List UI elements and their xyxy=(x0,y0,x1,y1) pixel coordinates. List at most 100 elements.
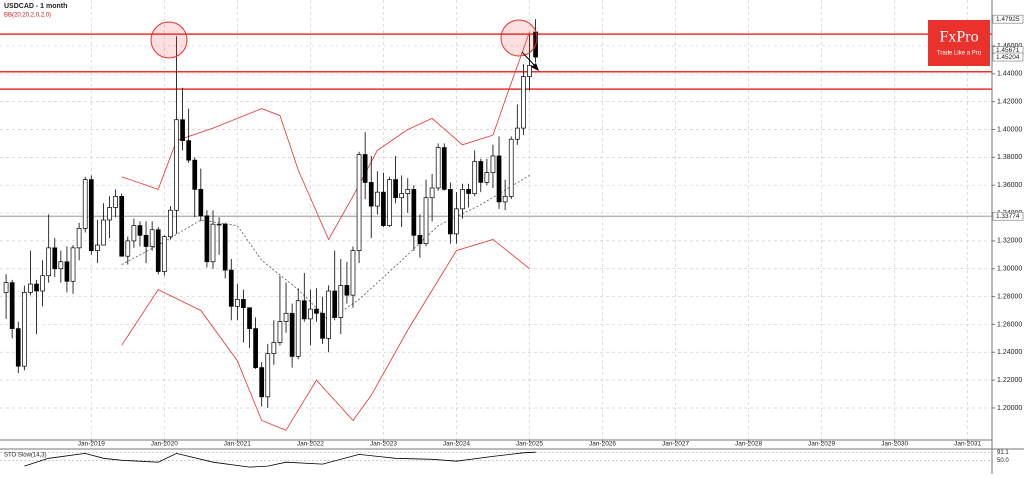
candle-body xyxy=(46,247,52,277)
candle-body xyxy=(344,285,350,296)
candle-body xyxy=(21,292,27,367)
y-tick-label: 1.42000 xyxy=(997,98,1022,105)
candle-body xyxy=(441,147,447,190)
candle-body xyxy=(192,159,198,190)
candle-body xyxy=(174,119,179,211)
candle-body xyxy=(356,154,362,251)
indicator-label: BB(20,20,2,0,2,0) xyxy=(4,13,51,19)
candle-body xyxy=(137,225,143,236)
candle-body xyxy=(295,300,301,357)
candle-body xyxy=(70,247,76,282)
oscillator-label: 50.0 xyxy=(997,458,1009,464)
candle-body xyxy=(204,215,210,263)
candle-body xyxy=(28,283,33,293)
y-tick-label: 1.28000 xyxy=(997,293,1022,300)
x-tick-label: Jan-2029 xyxy=(808,441,835,448)
candle-body xyxy=(368,182,374,207)
candle-body xyxy=(399,193,405,199)
oscillator-label: 91.1 xyxy=(997,450,1009,456)
candle-body xyxy=(429,187,435,199)
candle-body xyxy=(490,155,496,174)
x-tick-label: Jan-2031 xyxy=(954,441,981,448)
candle-body xyxy=(448,189,453,235)
candle-body xyxy=(521,76,526,129)
candle-body xyxy=(508,138,514,197)
candle-body xyxy=(113,195,118,208)
y-tick-label: 1.38000 xyxy=(997,154,1022,161)
candle-body xyxy=(338,285,344,318)
price-label-box xyxy=(992,14,1024,24)
candle-body xyxy=(320,312,325,339)
candle-body xyxy=(466,189,471,194)
x-tick-label: Jan-2030 xyxy=(881,441,908,448)
candle-body xyxy=(82,179,88,229)
candle-body xyxy=(107,207,112,221)
grid xyxy=(0,0,992,440)
candle-body xyxy=(125,240,131,257)
levels xyxy=(0,33,992,217)
candle-body xyxy=(228,269,234,307)
candle-body xyxy=(502,195,508,203)
candle-body xyxy=(374,191,380,207)
arrow xyxy=(521,51,537,68)
x-tick-label: Jan-2027 xyxy=(662,441,689,448)
candle-body xyxy=(417,234,423,245)
bands xyxy=(121,31,530,431)
candle-body xyxy=(387,179,392,226)
candle-body xyxy=(76,228,82,249)
price-label: 1.45204 xyxy=(996,54,1020,61)
x-tick-label: Jan-2020 xyxy=(151,441,178,448)
band-line xyxy=(121,31,530,241)
candle-body xyxy=(234,299,240,307)
price-label-box xyxy=(992,52,1024,62)
candle-body xyxy=(460,189,465,210)
candle-body xyxy=(253,328,258,368)
band-line xyxy=(121,239,530,431)
logo-box xyxy=(928,20,990,66)
candle-body xyxy=(3,282,9,293)
x-tick-label: Jan-2028 xyxy=(735,441,762,448)
candle-body xyxy=(119,195,125,257)
candle-body xyxy=(514,127,520,140)
y-tick-label: 1.24000 xyxy=(997,349,1022,356)
candle-body xyxy=(301,300,307,320)
candle-body xyxy=(155,229,161,272)
candle-body xyxy=(143,234,149,247)
candle-body xyxy=(332,290,338,318)
axes: 1.20000 1.22000 1.24000 1.26000 1.28000 1.300… xyxy=(78,14,1024,448)
arrow-head xyxy=(531,63,539,71)
x-tick-label: Jan-2022 xyxy=(297,441,324,448)
candle-body xyxy=(496,155,502,203)
candle-body xyxy=(216,223,222,226)
candle-body xyxy=(198,189,204,217)
candle-body xyxy=(241,299,246,309)
candle-body xyxy=(210,223,216,263)
price-label: 1.33774 xyxy=(996,213,1020,220)
price-label: 1.47925 xyxy=(996,16,1020,23)
price-label: 1.45671 xyxy=(996,47,1020,54)
candle-body xyxy=(271,342,277,355)
y-tick-label: 1.20000 xyxy=(997,405,1022,412)
candle-body xyxy=(326,290,331,339)
y-tick-label: 1.36000 xyxy=(997,182,1022,189)
candle-body xyxy=(478,161,484,183)
candle-body xyxy=(454,208,459,235)
x-tick-label: Jan-2021 xyxy=(224,441,251,448)
candle-body xyxy=(101,219,106,246)
candle-body xyxy=(58,261,64,270)
candle-body xyxy=(289,312,295,357)
oscillator-title: STO Slow(14,3) xyxy=(4,453,47,459)
candle-body xyxy=(34,283,39,292)
candle-body xyxy=(283,312,289,322)
candle-body xyxy=(265,353,271,398)
logo-tagline: Trade Like a Pro xyxy=(937,51,982,57)
highlight-circle xyxy=(500,19,538,57)
candle-body xyxy=(435,147,441,189)
y-tick-label: 1.44000 xyxy=(997,71,1022,78)
candle-body xyxy=(405,189,411,194)
candle-body xyxy=(308,308,313,320)
candle-body xyxy=(131,225,137,242)
x-tick-label: Jan-2023 xyxy=(370,441,397,448)
candle-body xyxy=(527,65,532,77)
